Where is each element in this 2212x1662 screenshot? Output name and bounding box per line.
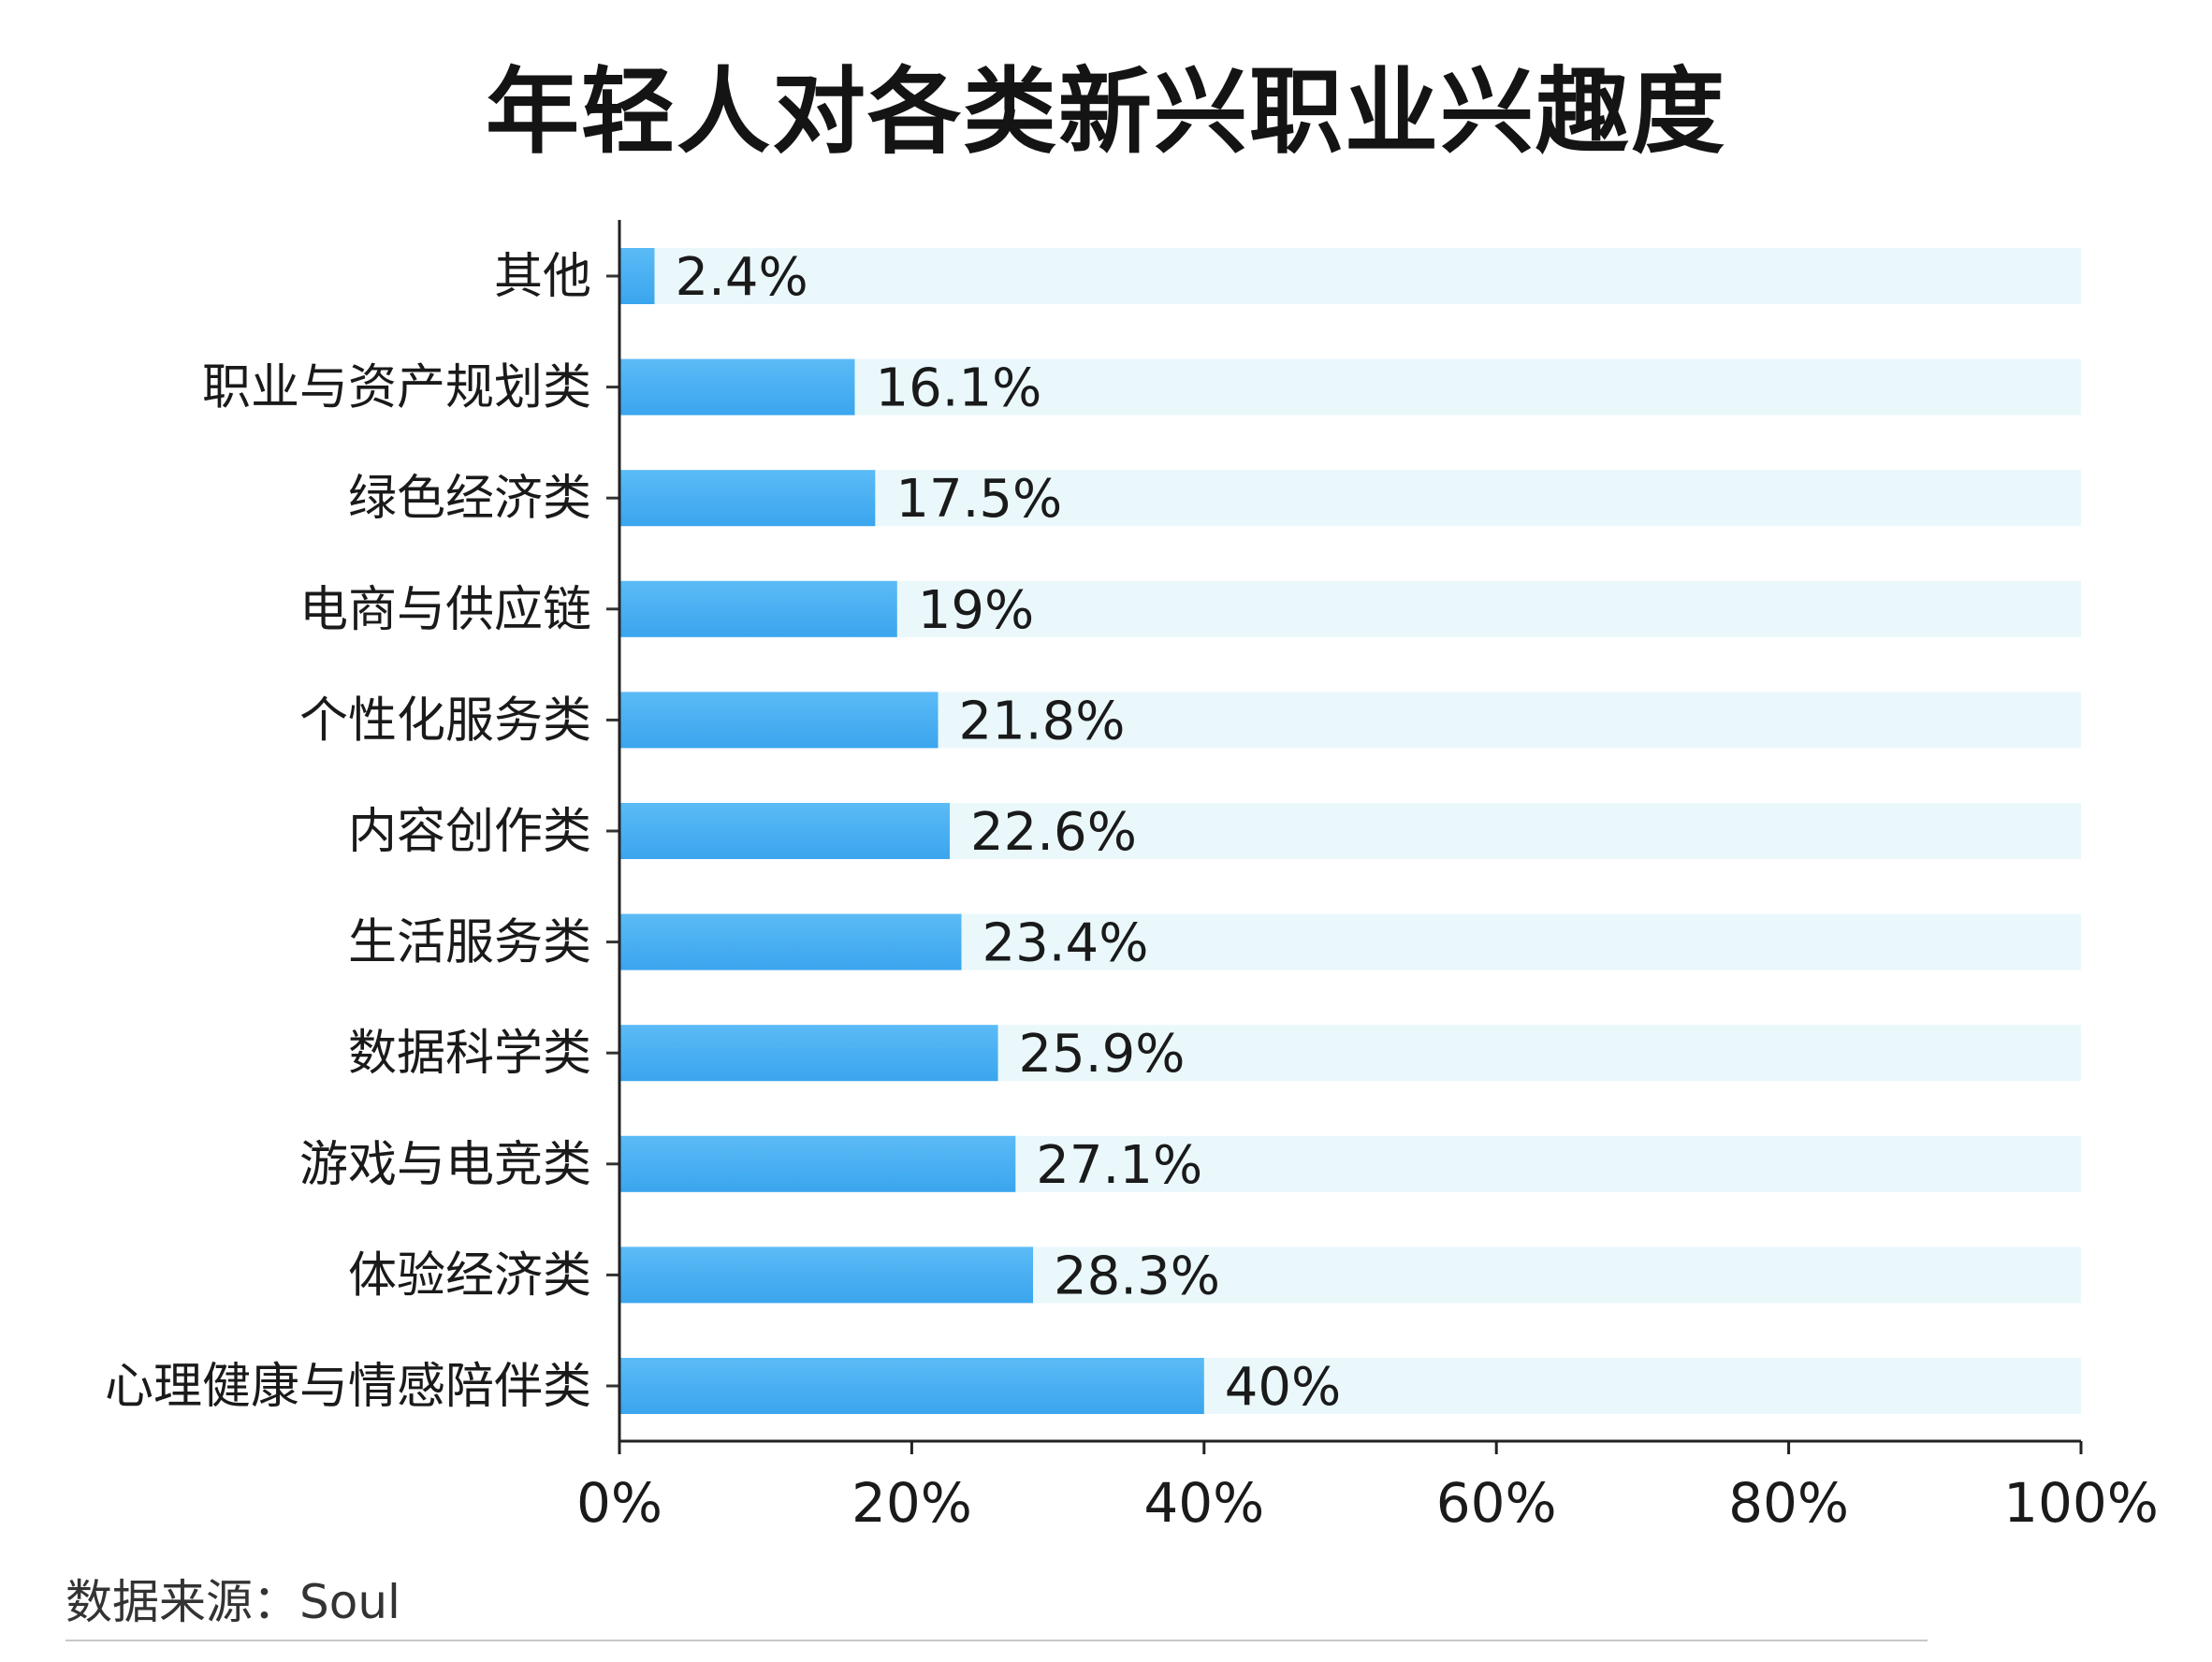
category-label: 游戏与电竞类 (299, 1137, 591, 1193)
category-label: 心理健康与情感陪伴类 (105, 1359, 591, 1415)
bar (619, 470, 876, 527)
chart-title: 年轻人对各类新兴职业兴趣度 (486, 57, 1726, 167)
x-tick-label: 60% (1436, 1471, 1557, 1535)
bar (619, 358, 855, 416)
category-label: 生活服务类 (348, 915, 591, 971)
x-tick-label: 80% (1728, 1471, 1849, 1535)
data-label: 16.1% (875, 358, 1041, 419)
data-label: 25.9% (1019, 1024, 1186, 1085)
category-label: 职业与资产规划类 (202, 360, 591, 416)
bar (619, 580, 897, 637)
source-note: 数据来源：Soul (65, 1575, 400, 1629)
data-label: 27.1% (1036, 1135, 1202, 1196)
bar (619, 803, 951, 859)
bar (619, 1135, 1016, 1192)
data-label: 2.4% (675, 247, 808, 308)
source-divider (65, 1640, 1928, 1641)
category-label: 体验经济类 (348, 1247, 591, 1304)
data-label: 22.6% (970, 802, 1137, 863)
data-labels: 2.4% 其他 16.1% 职业与资产规划类 17.5% 绿色经济类 19% 电商与供应链 21… (105, 247, 1341, 1418)
category-label: 数据科学类 (348, 1026, 591, 1082)
bar (619, 248, 655, 304)
category-label: 内容创作类 (348, 804, 591, 860)
data-label: 23.4% (982, 913, 1149, 974)
category-label: 个性化服务类 (299, 692, 591, 749)
category-label: 其他 (494, 249, 591, 305)
bar (619, 1025, 998, 1082)
x-tick-label: 20% (851, 1471, 972, 1535)
data-label: 17.5% (895, 469, 1062, 530)
bar (619, 692, 939, 749)
category-label: 绿色经济类 (348, 471, 591, 527)
x-tick-label: 100% (2003, 1471, 2159, 1535)
x-tick-label: 40% (1143, 1471, 1264, 1535)
bar (619, 1246, 1034, 1304)
category-label: 电商与供应链 (299, 582, 591, 638)
data-label: 40% (1225, 1357, 1341, 1418)
bar-track (619, 358, 2081, 416)
bar (619, 1358, 1204, 1414)
bars (619, 248, 1204, 1414)
axes: 0% 20% 40% 60% 80% 100% (576, 220, 2159, 1535)
data-label: 28.3% (1054, 1246, 1220, 1306)
x-tick-label: 0% (576, 1471, 662, 1535)
data-label: 19% (918, 580, 1034, 641)
bar (619, 913, 962, 970)
data-label: 21.8% (959, 691, 1126, 751)
bar-track (619, 248, 2081, 304)
